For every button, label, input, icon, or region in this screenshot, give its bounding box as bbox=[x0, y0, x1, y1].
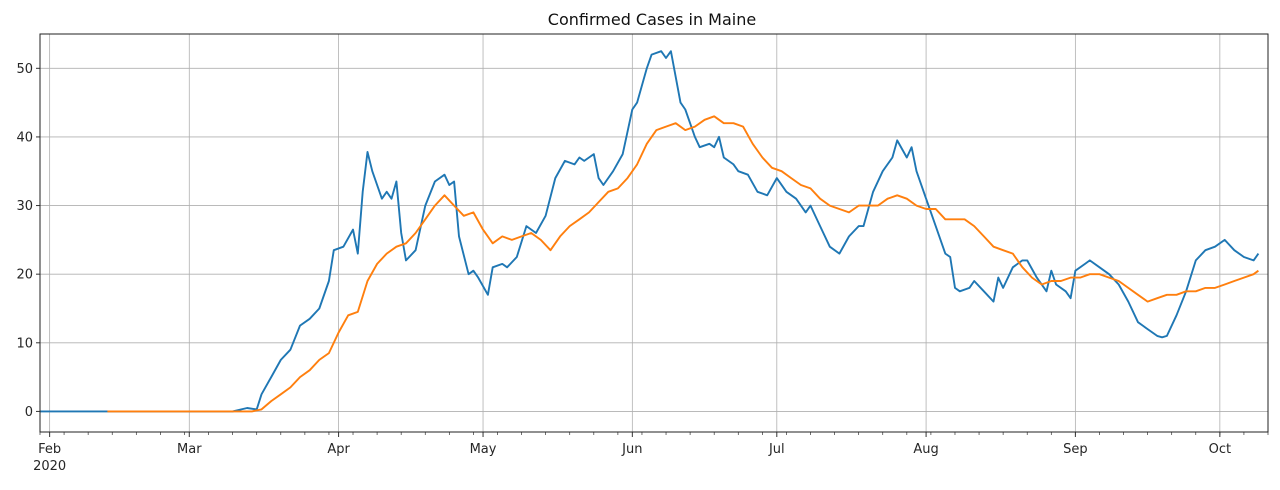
x-tick-label: Sep bbox=[1063, 442, 1088, 457]
series-line-1 bbox=[40, 50, 1260, 413]
x-tick-sublabel: 2020 bbox=[33, 459, 66, 474]
y-tick-label: 20 bbox=[16, 268, 33, 283]
x-tick-label: Aug bbox=[913, 442, 938, 457]
x-tick-label: Feb bbox=[38, 442, 61, 457]
y-tick-label: 30 bbox=[16, 199, 33, 214]
x-tick-label: May bbox=[470, 442, 497, 457]
grid bbox=[40, 34, 1268, 432]
y-tick-label: 40 bbox=[16, 130, 33, 145]
x-tick-label: Jun bbox=[621, 442, 642, 457]
y-tick-label: 10 bbox=[16, 336, 33, 351]
x-tick-label: Oct bbox=[1209, 442, 1231, 457]
x-tick-label: Apr bbox=[327, 442, 350, 457]
x-tick-label: Jul bbox=[768, 442, 785, 457]
axes: 0 10 20 30 40 50 Feb 2020 Mar Apr May Jun Jul Aug Sep O… bbox=[16, 33, 1269, 474]
plot-frame bbox=[39, 33, 1269, 433]
series-line-2 bbox=[107, 115, 1259, 413]
y-tick-label: 50 bbox=[16, 62, 33, 77]
x-tick-label: Mar bbox=[177, 442, 202, 457]
y-tick-label: 0 bbox=[25, 405, 33, 420]
series-group bbox=[40, 50, 1260, 413]
chart-title: Confirmed Cases in Maine bbox=[548, 10, 756, 29]
